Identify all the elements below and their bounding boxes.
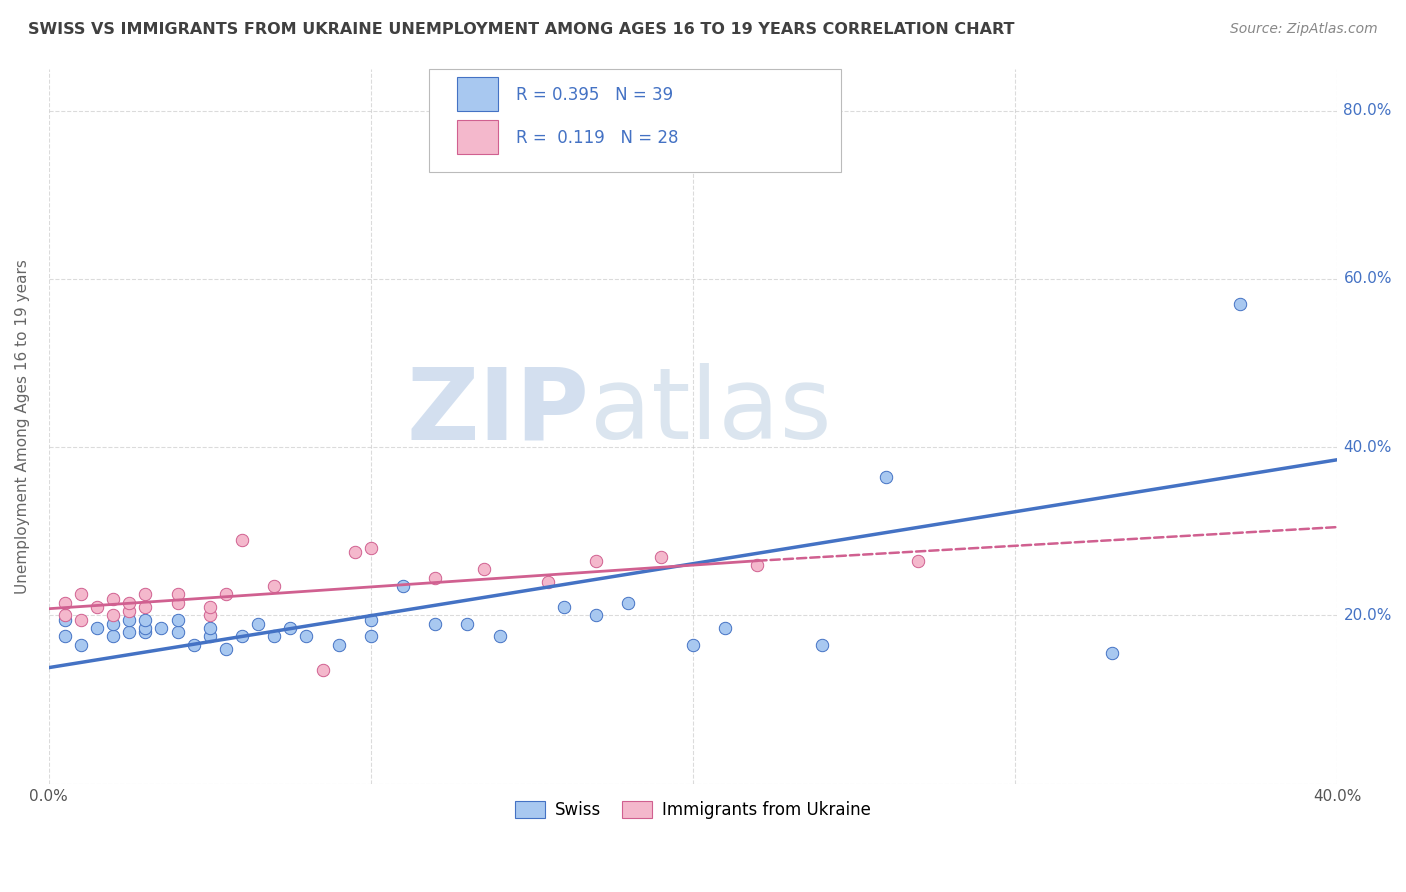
Immigrants from Ukraine <box>134 600 156 615</box>
Swiss <box>70 638 93 652</box>
Text: R =  0.119   N = 28: R = 0.119 N = 28 <box>516 129 679 147</box>
Immigrants from Ukraine <box>747 558 769 572</box>
Swiss <box>360 630 382 644</box>
Immigrants from Ukraine <box>650 549 672 564</box>
Swiss <box>198 621 221 635</box>
Immigrants from Ukraine <box>166 596 188 610</box>
Immigrants from Ukraine <box>53 608 76 623</box>
Swiss <box>875 469 897 483</box>
Swiss <box>86 621 108 635</box>
Swiss <box>198 630 221 644</box>
Immigrants from Ukraine <box>907 554 929 568</box>
Swiss <box>456 616 478 631</box>
Swiss <box>328 638 350 652</box>
Swiss <box>118 613 141 627</box>
Immigrants from Ukraine <box>86 600 108 615</box>
Swiss <box>166 613 188 627</box>
Swiss <box>553 600 575 615</box>
Y-axis label: Unemployment Among Ages 16 to 19 years: Unemployment Among Ages 16 to 19 years <box>15 259 30 593</box>
Immigrants from Ukraine <box>585 554 607 568</box>
FancyBboxPatch shape <box>457 77 498 112</box>
Swiss <box>183 638 205 652</box>
Swiss <box>134 613 156 627</box>
Swiss <box>53 630 76 644</box>
Swiss <box>118 625 141 640</box>
Swiss <box>1229 297 1251 311</box>
Swiss <box>263 630 285 644</box>
Text: SWISS VS IMMIGRANTS FROM UKRAINE UNEMPLOYMENT AMONG AGES 16 TO 19 YEARS CORRELAT: SWISS VS IMMIGRANTS FROM UKRAINE UNEMPLO… <box>28 22 1015 37</box>
Swiss <box>53 613 76 627</box>
Swiss <box>134 621 156 635</box>
FancyBboxPatch shape <box>457 120 498 154</box>
Text: 60.0%: 60.0% <box>1344 271 1392 286</box>
Swiss <box>134 625 156 640</box>
Immigrants from Ukraine <box>425 571 447 585</box>
Swiss <box>295 630 318 644</box>
Swiss <box>810 638 832 652</box>
Text: Source: ZipAtlas.com: Source: ZipAtlas.com <box>1230 22 1378 37</box>
Immigrants from Ukraine <box>118 604 141 618</box>
Swiss <box>682 638 704 652</box>
Immigrants from Ukraine <box>360 541 382 556</box>
Text: 20.0%: 20.0% <box>1344 608 1392 623</box>
Swiss <box>247 616 270 631</box>
Immigrants from Ukraine <box>311 663 333 677</box>
Swiss <box>278 621 301 635</box>
Immigrants from Ukraine <box>343 545 366 559</box>
Text: R = 0.395   N = 39: R = 0.395 N = 39 <box>516 86 673 104</box>
Immigrants from Ukraine <box>537 574 560 589</box>
Swiss <box>425 616 447 631</box>
Swiss <box>166 625 188 640</box>
Swiss <box>360 613 382 627</box>
Immigrants from Ukraine <box>231 533 253 547</box>
Immigrants from Ukraine <box>263 579 285 593</box>
Immigrants from Ukraine <box>198 608 221 623</box>
Text: ZIP: ZIP <box>406 363 591 460</box>
Text: atlas: atlas <box>591 363 831 460</box>
Legend: Swiss, Immigrants from Ukraine: Swiss, Immigrants from Ukraine <box>509 794 877 825</box>
FancyBboxPatch shape <box>429 69 841 172</box>
Immigrants from Ukraine <box>118 596 141 610</box>
Swiss <box>1101 646 1123 660</box>
Immigrants from Ukraine <box>134 587 156 601</box>
Swiss <box>617 596 640 610</box>
Swiss <box>215 642 238 657</box>
Swiss <box>488 630 510 644</box>
Swiss <box>585 608 607 623</box>
Swiss <box>101 616 124 631</box>
Immigrants from Ukraine <box>198 600 221 615</box>
Swiss <box>101 630 124 644</box>
Swiss <box>231 630 253 644</box>
Immigrants from Ukraine <box>53 596 76 610</box>
Text: 40.0%: 40.0% <box>1344 440 1392 455</box>
Immigrants from Ukraine <box>70 587 93 601</box>
Immigrants from Ukraine <box>101 591 124 606</box>
Text: 80.0%: 80.0% <box>1344 103 1392 118</box>
Swiss <box>150 621 173 635</box>
Immigrants from Ukraine <box>472 562 495 576</box>
Immigrants from Ukraine <box>101 608 124 623</box>
Immigrants from Ukraine <box>70 613 93 627</box>
Swiss <box>392 579 415 593</box>
Immigrants from Ukraine <box>215 587 238 601</box>
Swiss <box>714 621 737 635</box>
Immigrants from Ukraine <box>166 587 188 601</box>
